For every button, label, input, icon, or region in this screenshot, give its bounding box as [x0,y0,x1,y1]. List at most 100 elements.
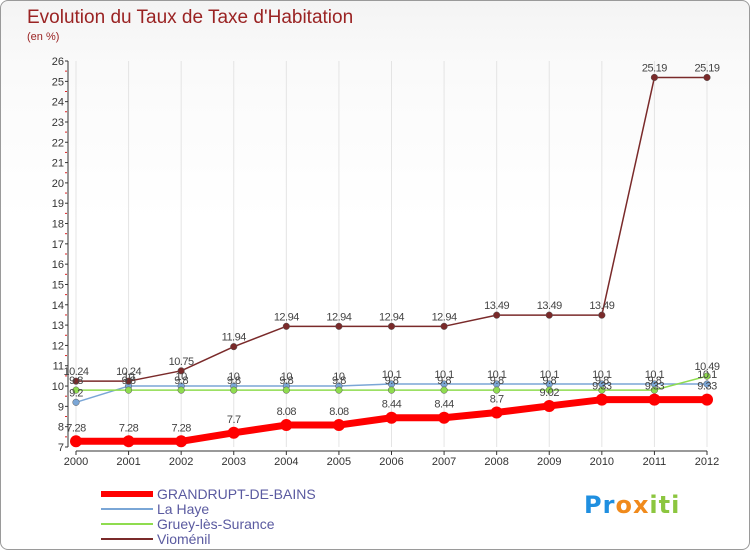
data-label: 9.33 [645,381,665,393]
legend-item-grandrupt[interactable]: GRANDRUPT-DE-BAINS [101,486,361,503]
logo-letter: t [658,491,672,519]
data-label: 9.8 [437,375,451,387]
data-label: 10.1 [434,369,454,381]
x-tick-label: 2007 [432,456,456,468]
data-label: 9.8 [385,375,399,387]
x-tick-label: 2003 [222,456,246,468]
data-point [280,419,293,432]
data-point [70,435,82,448]
data-point [332,419,345,432]
data-point [175,435,188,448]
y-tick-label: 16 [52,259,64,271]
legend-item-gruey[interactable]: Gruey-lès-Surance [101,516,361,533]
data-label: 12.94 [379,311,404,323]
data-label: 12.94 [274,311,299,323]
data-label: 8.44 [434,399,454,411]
data-label: 9.2 [69,387,83,399]
data-point [598,386,606,394]
x-tick-label: 2001 [116,456,140,468]
data-point [335,322,343,330]
data-label: 10.24 [116,366,141,378]
data-point [545,311,553,319]
data-label: 9.8 [648,375,662,387]
data-point [438,411,451,424]
data-point [177,386,185,394]
data-point [490,406,503,419]
logo-letter: x [632,491,650,519]
data-label: 7.7 [227,414,241,426]
x-tick-label: 2012 [695,456,719,468]
data-point [282,322,290,330]
legend-item-viomenil[interactable]: Vioménil [101,531,361,548]
data-point [72,386,80,394]
legend-label: Gruey-lès-Surance [157,516,275,532]
data-label: 10.49 [694,361,719,373]
data-point [650,386,658,394]
x-tick-label: 2000 [64,456,88,468]
data-label: 10 [176,371,188,383]
legend-label: La Haye [157,501,210,517]
data-label: 12.94 [326,311,351,323]
data-point [595,393,608,406]
data-label: 9.8 [332,375,346,387]
data-label: 9.8 [69,375,83,387]
data-point [440,322,448,330]
data-label: 8.08 [277,406,297,418]
logo-letter: P [584,491,603,519]
unit-label: (en %) [27,31,60,43]
data-label: 12.94 [432,311,457,323]
x-tick-label: 2011 [643,456,667,468]
data-label: 8.44 [382,399,402,411]
data-point [385,411,398,424]
data-point [122,435,135,448]
legend-label: GRANDRUPT-DE-BAINS [157,486,316,502]
data-point [227,426,240,439]
legend-swatch [101,508,153,510]
data-label: 9.33 [592,381,612,393]
x-tick-label: 2010 [590,456,614,468]
data-point [493,311,501,319]
data-label: 7.28 [119,422,139,434]
y-tick-label: 26 [52,56,64,68]
data-point [545,386,553,394]
y-tick-label: 18 [52,219,64,231]
y-tick-label: 14 [52,300,64,312]
data-label: 10.24 [63,366,88,378]
data-label: 7.28 [171,422,191,434]
x-tick-label: 2002 [169,456,193,468]
data-label: 9.8 [542,375,556,387]
data-label: 8.7 [490,393,504,405]
data-label: 10.1 [645,369,665,381]
data-label: 10.1 [697,369,717,381]
data-label: 13.49 [589,300,614,312]
data-label: 10.1 [540,369,560,381]
data-point [387,386,396,394]
legend-swatch [101,538,153,540]
y-tick-label: 13 [52,320,64,332]
data-point [282,386,290,394]
y-tick-label: 20 [52,178,64,190]
data-point [648,393,661,406]
data-label: 11.94 [222,332,247,344]
data-label: 10 [281,371,293,383]
data-label: 9.8 [279,375,293,387]
data-point [701,393,713,406]
data-point [230,343,238,351]
y-tick-label: 24 [52,97,64,109]
y-tick-label: 11 [53,361,64,373]
data-label: 9.8 [122,375,136,387]
data-label: 13.49 [537,300,562,312]
data-label: 9.8 [174,375,188,387]
y-tick-label: 17 [52,239,64,251]
data-point [703,372,711,380]
data-label: 9.02 [540,387,560,399]
data-point [703,380,711,388]
logo-letter: i [649,491,659,519]
legend-item-la-haye[interactable]: La Haye [101,501,361,518]
legend-swatch [101,523,153,525]
x-tick-label: 2009 [537,456,561,468]
y-tick-label: 22 [52,137,64,149]
y-tick-label: 25 [52,76,64,88]
